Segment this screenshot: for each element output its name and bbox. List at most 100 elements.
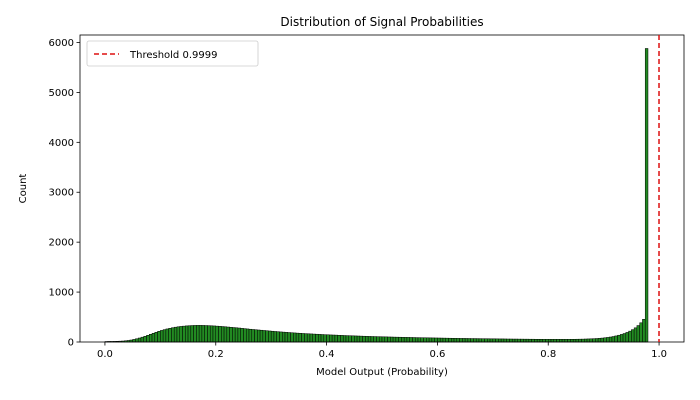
histogram-bar [240,328,244,343]
histogram-bar [196,325,200,343]
histogram-bar [376,336,380,343]
histogram-bar [581,338,585,343]
histogram-bar [636,325,640,343]
histogram-bar [162,329,167,343]
histogram-bar [293,332,297,343]
histogram-bar [584,338,588,343]
histogram-bar [622,333,627,343]
histogram-bar [318,334,322,343]
histogram-bar [232,327,236,343]
histogram-bar [459,338,463,343]
histogram-bar [273,331,277,343]
histogram-bar [542,339,546,343]
histogram-bar [323,334,327,343]
histogram-bar [495,338,499,343]
histogram-bar [412,337,416,343]
histogram-bar [509,338,513,343]
histogram-bar [470,338,474,343]
histogram-bar [426,337,430,343]
histogram-bar [140,336,144,343]
histogram-bar [498,338,502,343]
histogram-bar [381,336,386,343]
histogram-bar [437,337,441,343]
histogram-bar [312,333,316,343]
histogram-bar [403,337,408,343]
histogram-bar [525,338,530,343]
histogram-bar [478,338,482,343]
histogram-bar [448,337,452,343]
histogram-bar [517,338,521,343]
histogram-bar [223,326,228,343]
histogram-bar [306,333,311,343]
histogram-bar [462,338,466,343]
y-tick-label: 6000 [49,38,74,49]
histogram-bar [304,333,308,343]
histogram-bar [356,335,361,343]
histogram-bar [595,338,599,343]
y-tick-label: 3000 [49,188,74,199]
histogram-bar [315,333,319,343]
histogram-bar [143,336,147,343]
histogram-bar [365,336,369,343]
histogram-bar [586,338,591,343]
histogram-bar [617,334,621,343]
histogram-bar [151,333,156,343]
histogram-bar [572,339,577,343]
histogram-bar [342,335,347,343]
histogram-bar [597,338,602,343]
histogram-bar [592,338,596,343]
histogram-bar [550,339,555,343]
histogram-bar [287,332,291,343]
histogram-bar [301,333,305,343]
histogram-bar [570,339,574,343]
histogram-bar [326,334,330,343]
histogram-bar [157,331,161,343]
histogram-bar [185,325,189,343]
histogram-bar [176,326,180,343]
histogram-bar [237,327,241,343]
histogram-bar [345,335,350,343]
histogram-bar [337,335,341,343]
histogram-bar [282,331,286,343]
histogram-bar [633,327,638,343]
legend-threshold-label: Threshold 0.9999 [129,50,217,61]
histogram-bar [439,337,444,343]
y-tick-label: 4000 [49,138,74,149]
y-tick-label: 5000 [49,88,74,99]
histogram-bar [193,325,197,343]
histogram-bar [209,325,214,343]
legend: Threshold 0.9999 [86,40,259,67]
x-tick-label: 1.0 [651,349,667,360]
histogram-bar [409,337,413,343]
histogram-bar [190,325,194,343]
histogram-bar [628,330,632,343]
histogram-bar [331,334,336,343]
histogram-bar [171,327,175,343]
histogram-bar [168,328,172,343]
histogram-bar [511,338,516,343]
histogram-bar [215,325,219,343]
histogram-bar [334,334,338,343]
histogram-bar [578,338,582,343]
histogram-bar [290,332,294,343]
histogram-bar [639,322,643,343]
histogram-bar [207,325,211,343]
histogram-bar [642,319,646,343]
histogram-bar [539,339,543,343]
histogram-bar [179,326,183,343]
x-tick-label: 0.4 [319,349,335,360]
histogram-bar [329,334,333,343]
histogram-bar [265,330,269,343]
histogram-bar [453,338,458,343]
x-tick-label: 0.8 [540,349,556,360]
histogram-bar [173,326,178,343]
histogram-bar [340,335,344,343]
histogram-bar [611,336,615,343]
histogram-bar [561,339,566,343]
histogram-bar [154,332,158,343]
histogram-bar [295,332,300,343]
histogram-bar [520,338,524,343]
histogram-bar [614,335,618,343]
histogram-bar [620,334,624,343]
